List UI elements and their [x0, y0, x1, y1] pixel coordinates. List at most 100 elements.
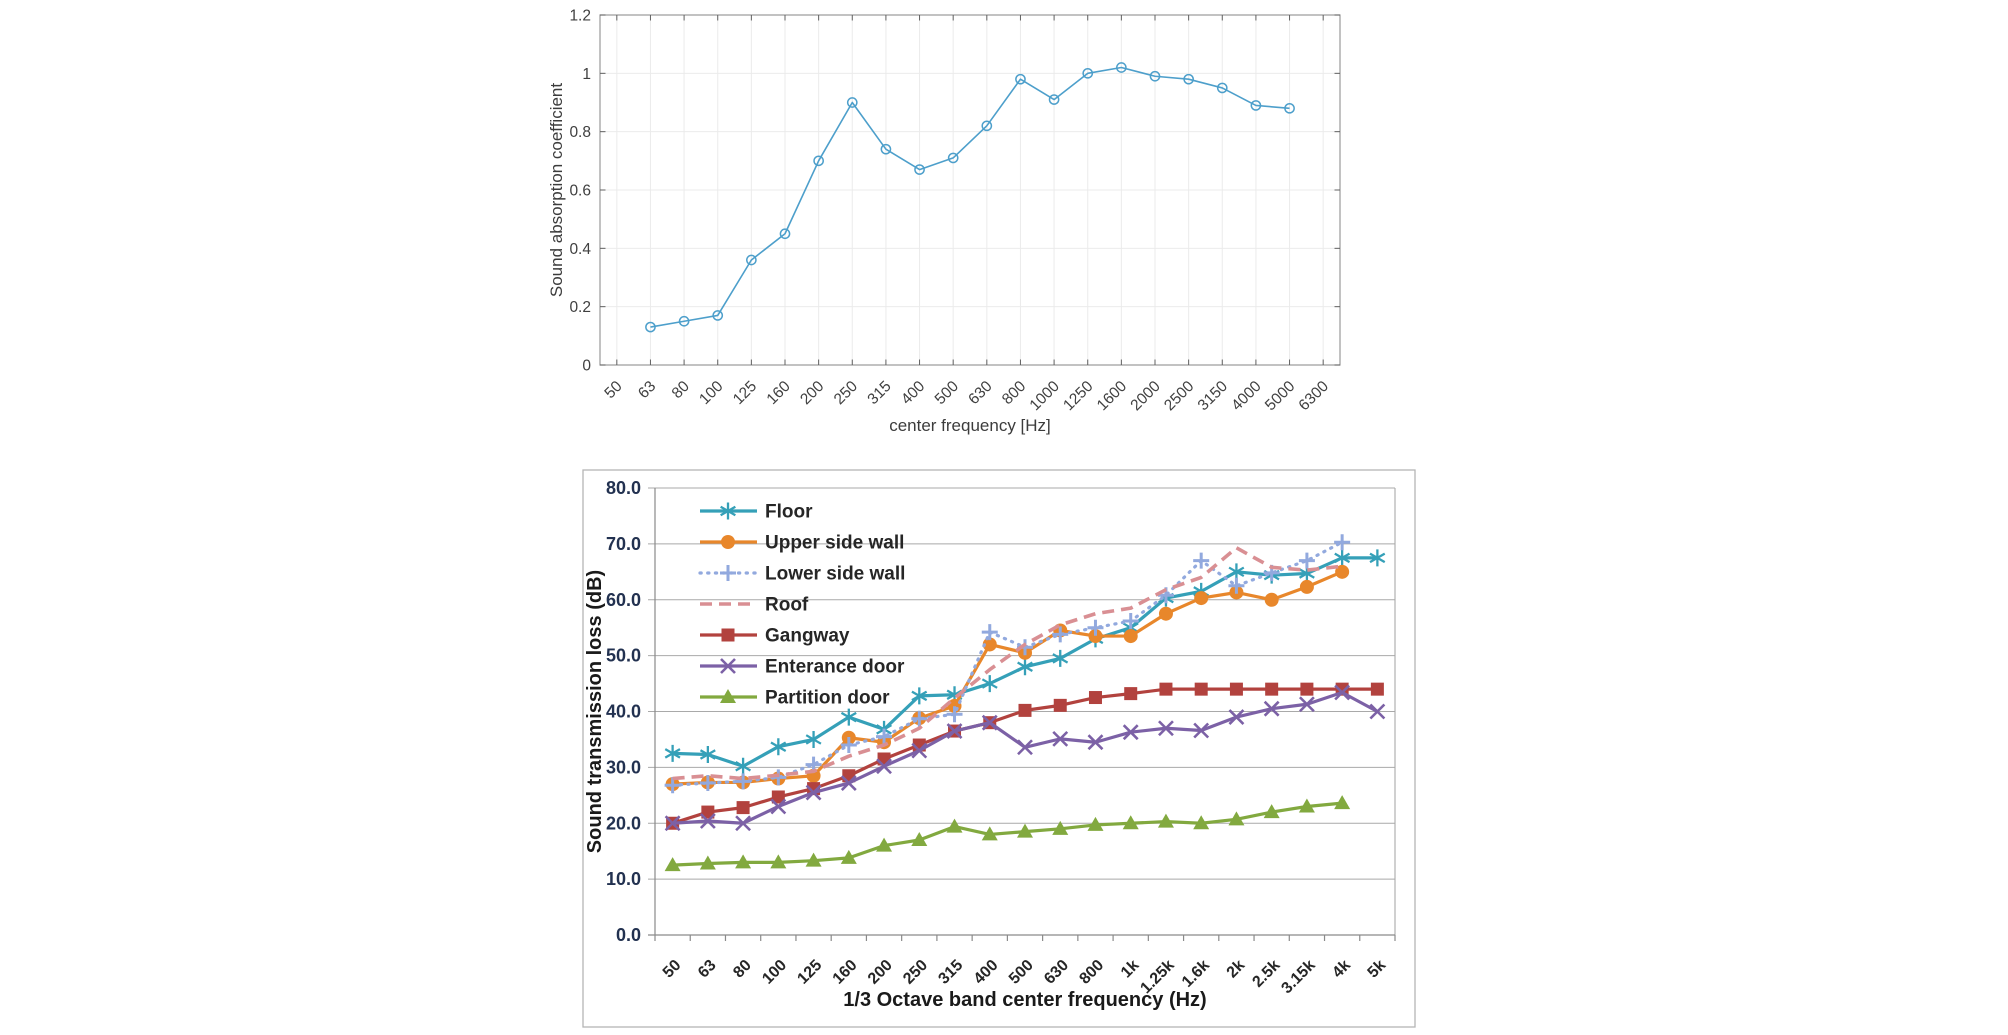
- x-axis-title: 1/3 Octave band center frequency (Hz): [843, 989, 1206, 1011]
- marker-circle: [1264, 592, 1279, 607]
- marker-x: [1369, 703, 1386, 720]
- legend-label: Upper side wall: [765, 533, 904, 554]
- marker-asterisk: [840, 708, 857, 726]
- marker-asterisk: [720, 502, 736, 520]
- marker-square: [1229, 682, 1243, 696]
- marker-circle: [721, 535, 735, 549]
- marker-x: [735, 815, 752, 832]
- axis-ticks: [600, 14, 1340, 366]
- marker-x: [720, 658, 736, 674]
- marker-circle-open: [846, 97, 858, 108]
- marker-triangle: [1017, 823, 1033, 838]
- marker-circle-open: [1183, 73, 1194, 85]
- marker-x: [1052, 730, 1069, 747]
- marker-triangle: [1052, 820, 1069, 835]
- absorption-chart: 00.20.40.60.811.250 63 80 100 125 160 200 250 31…: [547, 8, 1341, 435]
- grid-lines: [648, 487, 1395, 880]
- marker-plus: [664, 777, 681, 794]
- x-tick-label: 2000: [1127, 378, 1164, 415]
- marker-triangle: [981, 826, 998, 841]
- marker-triangle: [699, 855, 716, 870]
- marker-plus: [1087, 619, 1104, 636]
- marker-x: [1087, 734, 1104, 751]
- marker-plus: [840, 737, 857, 754]
- legend-label: Floor: [765, 502, 813, 523]
- legend-item-partition-door: Partition door: [700, 688, 890, 709]
- marker-triangle: [876, 837, 893, 852]
- marker-x: [1158, 720, 1174, 737]
- marker-plus: [981, 624, 998, 641]
- marker-square: [736, 801, 750, 815]
- legend-label: Roof: [765, 595, 809, 616]
- marker-triangle: [1087, 816, 1104, 831]
- marker-square: [1370, 682, 1384, 696]
- x-tick-label: 200: [797, 378, 828, 409]
- y-tick-label: 10.0: [606, 869, 641, 889]
- marker-plus: [1193, 552, 1210, 569]
- x-tick-label: 125: [730, 378, 760, 408]
- marker-x: [805, 784, 822, 801]
- marker-circle-open: [746, 254, 757, 266]
- marker-circle: [1299, 579, 1314, 594]
- marker-square: [1194, 682, 1208, 696]
- marker-circle: [1194, 591, 1209, 606]
- legend-item-lower-side-wall: Lower side wall: [698, 564, 905, 585]
- marker-circle-open: [1116, 62, 1127, 73]
- marker-circle-open: [1250, 100, 1262, 111]
- marker-circle-open: [914, 164, 925, 175]
- marker-x: [1017, 739, 1033, 756]
- marker-circle-open: [880, 143, 892, 155]
- marker-x: [1122, 724, 1139, 741]
- marker-plus: [876, 728, 893, 745]
- marker-triangle: [805, 852, 822, 867]
- x-tick-label: 500: [932, 378, 963, 409]
- marker-plus: [1122, 612, 1139, 629]
- x-tick-label: 160: [764, 378, 795, 409]
- marker-circle-open: [1048, 94, 1060, 105]
- marker-square: [1265, 682, 1279, 696]
- marker-plus: [720, 565, 736, 581]
- x-axis-ticks: [654, 935, 1396, 941]
- x-tick-label: 2500: [1161, 378, 1198, 415]
- y-tick-label: 60.0: [606, 590, 641, 610]
- y-tick-label: 0.0: [616, 925, 641, 945]
- marker-square: [1124, 687, 1138, 701]
- marker-x: [981, 714, 998, 731]
- marker-triangle: [911, 832, 928, 847]
- transmission-loss-chart: 0.010.020.030.040.050.060.070.080.050 63 8…: [582, 469, 1416, 1028]
- marker-circle: [1335, 564, 1350, 579]
- marker-plus: [911, 710, 928, 727]
- marker-asterisk: [1369, 549, 1386, 567]
- grid-lines: [600, 14, 1340, 365]
- marker-x: [1298, 696, 1315, 713]
- y-tick-labels: 0.0 10.0 20.0 30.0 40.0 50.0 60.0 70.0 80.0: [606, 478, 641, 945]
- marker-triangle: [1228, 811, 1245, 826]
- marker-asterisk: [911, 687, 928, 705]
- y-axis-title: Sound transmission loss (dB): [584, 570, 606, 853]
- series-enterance-door: [664, 684, 1386, 832]
- marker-x: [876, 758, 892, 775]
- marker-plus: [1334, 534, 1351, 551]
- marker-circle-open: [712, 310, 724, 321]
- marker-circle: [982, 637, 997, 652]
- y-tick-label: 0: [582, 358, 591, 375]
- x-tick-label: 63: [635, 378, 659, 402]
- marker-square: [771, 790, 785, 804]
- y-axis-title: Sound absorption coefficient: [547, 83, 566, 298]
- series-line-lower-side-wall: [671, 540, 1344, 787]
- y-tick-label: 20.0: [606, 813, 641, 833]
- marker-triangle: [735, 854, 752, 869]
- x-tick-label: 400: [898, 378, 929, 409]
- marker-circle-open: [1082, 67, 1094, 79]
- y-tick-label: 50.0: [606, 646, 641, 666]
- marker-triangle: [1157, 813, 1174, 828]
- marker-x: [1228, 709, 1245, 726]
- legend-label: Enterance door: [765, 657, 905, 678]
- x-tick-label: 5000: [1262, 378, 1299, 415]
- marker-x: [840, 775, 857, 791]
- x-tick-label: 6300: [1296, 378, 1333, 415]
- marker-square: [1088, 691, 1102, 705]
- marker-triangle: [1263, 804, 1280, 819]
- marker-asterisk: [1228, 563, 1245, 581]
